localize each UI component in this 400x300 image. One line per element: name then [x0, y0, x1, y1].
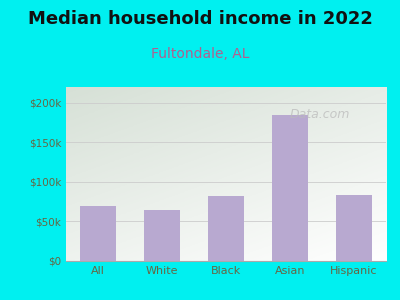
Bar — [208, 196, 244, 261]
Text: Fultondale, AL: Fultondale, AL — [151, 46, 249, 61]
Bar — [144, 210, 180, 261]
Text: Median household income in 2022: Median household income in 2022 — [28, 11, 372, 28]
Bar — [272, 115, 308, 261]
Text: Data.com: Data.com — [290, 108, 350, 121]
Bar — [80, 206, 116, 261]
Bar — [336, 195, 372, 261]
